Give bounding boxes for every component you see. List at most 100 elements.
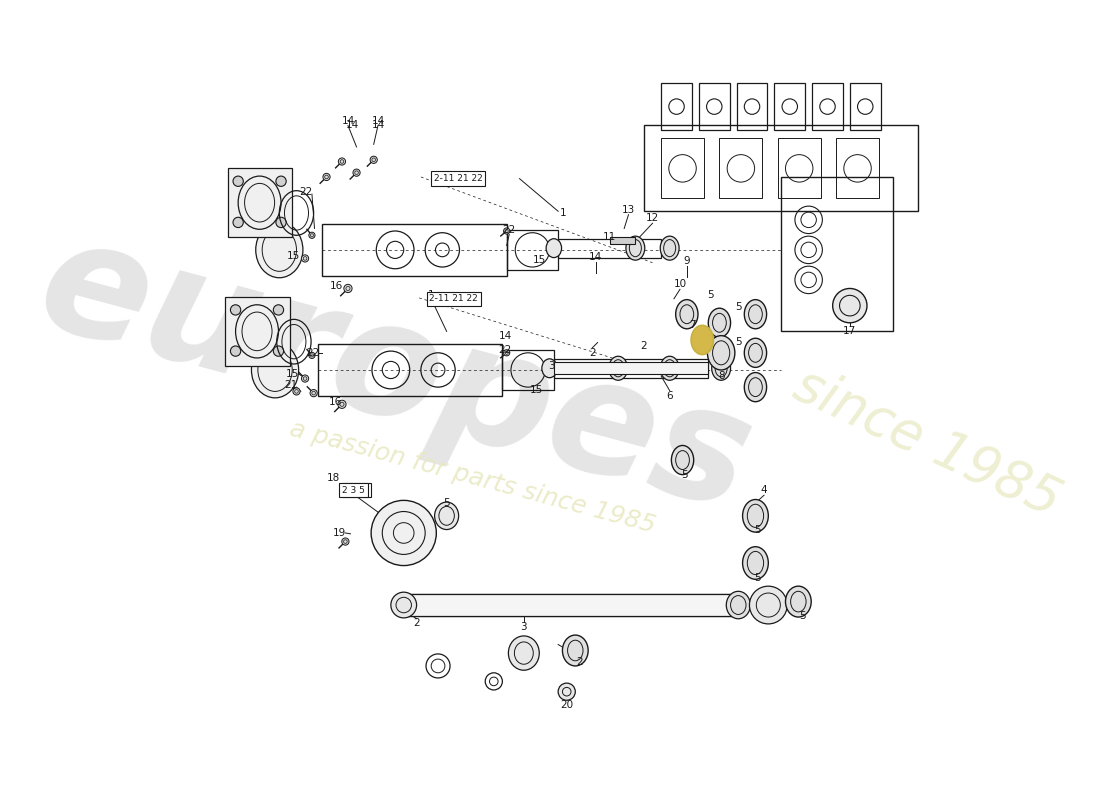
Ellipse shape xyxy=(742,546,768,579)
Text: 19: 19 xyxy=(333,528,346,538)
Text: 5: 5 xyxy=(754,526,760,535)
Text: 5: 5 xyxy=(800,611,806,621)
Text: 22: 22 xyxy=(306,348,319,358)
Text: 5: 5 xyxy=(754,573,760,582)
Circle shape xyxy=(310,390,317,397)
Circle shape xyxy=(504,228,509,234)
Bar xyxy=(404,594,738,616)
Ellipse shape xyxy=(608,356,628,380)
Circle shape xyxy=(293,388,300,395)
Ellipse shape xyxy=(708,308,730,338)
Text: 14: 14 xyxy=(372,116,385,126)
Circle shape xyxy=(558,683,575,700)
Bar xyxy=(507,230,558,270)
Ellipse shape xyxy=(434,502,459,530)
Bar xyxy=(781,177,893,331)
Text: 22: 22 xyxy=(299,187,312,198)
Circle shape xyxy=(339,158,345,165)
Bar xyxy=(836,138,879,198)
Bar xyxy=(228,168,293,237)
Bar xyxy=(322,224,507,276)
Ellipse shape xyxy=(691,326,714,354)
Bar xyxy=(554,362,708,374)
Circle shape xyxy=(233,176,243,186)
Circle shape xyxy=(309,232,315,238)
Bar xyxy=(318,344,503,396)
Text: 14: 14 xyxy=(498,330,512,341)
Text: 2: 2 xyxy=(590,348,596,358)
Bar xyxy=(661,82,692,130)
Text: 2: 2 xyxy=(414,618,420,628)
Circle shape xyxy=(301,375,309,382)
Ellipse shape xyxy=(745,338,767,367)
Text: 16: 16 xyxy=(329,397,342,406)
Text: 14: 14 xyxy=(341,116,354,126)
Text: 2-11 21 22: 2-11 21 22 xyxy=(429,294,478,303)
Text: 10: 10 xyxy=(673,279,686,289)
Bar xyxy=(558,238,661,258)
Bar xyxy=(644,126,918,211)
Bar xyxy=(661,138,704,198)
Ellipse shape xyxy=(671,446,694,474)
Text: 15: 15 xyxy=(286,370,299,379)
Bar xyxy=(812,82,843,130)
Circle shape xyxy=(370,156,377,163)
Circle shape xyxy=(749,586,788,624)
Ellipse shape xyxy=(255,222,302,278)
Ellipse shape xyxy=(745,300,767,329)
Ellipse shape xyxy=(726,591,750,618)
Circle shape xyxy=(233,218,243,227)
Bar xyxy=(609,237,636,244)
Text: 5: 5 xyxy=(735,337,741,346)
Ellipse shape xyxy=(252,342,298,398)
Ellipse shape xyxy=(745,373,767,402)
Ellipse shape xyxy=(712,356,730,380)
Text: 8: 8 xyxy=(718,371,725,381)
Text: 3: 3 xyxy=(520,622,527,632)
Text: 14: 14 xyxy=(590,252,603,262)
Ellipse shape xyxy=(785,586,811,617)
Circle shape xyxy=(273,305,284,315)
Text: 11: 11 xyxy=(603,232,616,242)
Text: 14: 14 xyxy=(372,121,385,130)
Text: 22: 22 xyxy=(498,346,512,355)
Bar xyxy=(850,82,881,130)
Text: 2 3 5: 2 3 5 xyxy=(345,486,368,494)
Ellipse shape xyxy=(742,499,768,532)
Ellipse shape xyxy=(707,336,735,370)
Bar xyxy=(778,138,821,198)
Text: 20: 20 xyxy=(560,699,573,710)
Text: 15: 15 xyxy=(530,385,543,394)
Circle shape xyxy=(273,346,284,356)
Ellipse shape xyxy=(660,236,679,260)
Text: 7: 7 xyxy=(689,319,695,330)
Text: 18: 18 xyxy=(327,473,340,483)
Text: 14: 14 xyxy=(345,121,359,130)
Text: 16: 16 xyxy=(330,281,343,291)
Text: since 1985: since 1985 xyxy=(785,358,1068,527)
Circle shape xyxy=(309,352,315,358)
Circle shape xyxy=(344,284,352,293)
Text: 17: 17 xyxy=(844,326,857,336)
Text: 21: 21 xyxy=(284,379,297,390)
Text: 15: 15 xyxy=(287,251,300,261)
Text: 3: 3 xyxy=(548,361,554,370)
Text: 22: 22 xyxy=(503,225,516,235)
Circle shape xyxy=(338,400,346,409)
Ellipse shape xyxy=(660,356,679,380)
Text: 2-11 21 22: 2-11 21 22 xyxy=(433,174,483,183)
Text: europes: europes xyxy=(23,205,767,543)
Text: 1: 1 xyxy=(428,290,435,300)
Circle shape xyxy=(323,174,330,181)
Bar xyxy=(554,359,708,378)
Ellipse shape xyxy=(626,236,645,260)
Bar xyxy=(226,297,289,366)
Text: 9: 9 xyxy=(683,256,690,266)
Circle shape xyxy=(371,500,437,566)
Text: 1: 1 xyxy=(560,208,566,218)
Text: 5: 5 xyxy=(681,470,688,481)
Ellipse shape xyxy=(508,636,539,670)
Text: 5: 5 xyxy=(707,290,714,300)
Ellipse shape xyxy=(390,592,417,618)
Circle shape xyxy=(353,169,360,176)
